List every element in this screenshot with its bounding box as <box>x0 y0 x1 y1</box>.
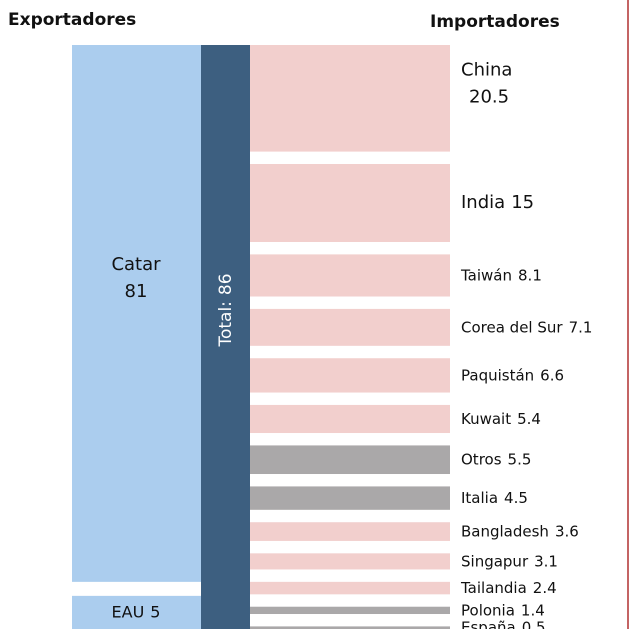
importer-value: 2.4 <box>533 579 557 597</box>
total-label-value: 86 <box>216 273 236 295</box>
importer-value: 7.1 <box>569 318 593 336</box>
importer-value: 3.6 <box>555 522 579 540</box>
importer-name: India <box>461 192 505 213</box>
importer-label: Singapur 3.1 <box>461 552 558 570</box>
exporter-value: 81 <box>125 281 148 302</box>
importer-label: Italia 4.5 <box>461 489 528 507</box>
importer-bar <box>250 553 450 570</box>
importer-name: Taiwán <box>460 266 512 284</box>
importer-name: Otros <box>461 450 502 468</box>
importer-name: España <box>461 618 516 629</box>
exporter-bar <box>72 595 201 629</box>
importer-name: Italia <box>461 489 498 507</box>
importer-name: Tailandia <box>460 579 527 597</box>
importer-value: 1.4 <box>521 601 545 619</box>
importer-value: 4.5 <box>504 489 528 507</box>
importer-bar <box>250 581 450 595</box>
exporter-label: Catar 81 <box>111 254 161 302</box>
importer-label: Corea del Sur 7.1 <box>461 318 592 336</box>
importer-bar <box>250 626 450 629</box>
importer-bar <box>250 522 450 541</box>
importer-name: China <box>461 59 512 80</box>
exporter-name: EAU <box>112 602 145 621</box>
importer-value: 5.4 <box>517 409 541 427</box>
importer-bar <box>250 486 450 510</box>
importer-bar <box>250 254 450 297</box>
importer-label: Tailandia 2.4 <box>460 579 557 597</box>
importer-value: 6.6 <box>540 366 564 384</box>
importer-bar <box>250 163 450 242</box>
importer-label: Kuwait 5.4 <box>461 409 541 427</box>
left-title: Exportadores <box>8 10 136 30</box>
importer-label: China 20.5 <box>461 59 512 107</box>
importer-value: 8.1 <box>518 266 542 284</box>
total-label-text: Total: <box>216 301 236 347</box>
importer-label: España 0.5 <box>461 618 546 629</box>
importer-name: Paquistán <box>461 366 534 384</box>
importer-name: Singapur <box>461 552 529 570</box>
importer-value: 5.5 <box>508 450 532 468</box>
total-bar <box>201 45 250 629</box>
importer-value: 3.1 <box>534 552 558 570</box>
importer-label: India 15 <box>461 192 534 213</box>
exporter-label: EAU 5 <box>112 602 161 621</box>
importer-value: 0.5 <box>522 618 546 629</box>
importer-value: 15 <box>511 192 534 213</box>
importer-label: Otros 5.5 <box>461 450 531 468</box>
right-title: Importadores <box>430 12 560 32</box>
importer-label: Bangladesh 3.6 <box>461 522 579 540</box>
importer-bar <box>250 606 450 615</box>
importer-bar <box>250 45 450 152</box>
importer-bar <box>250 308 450 346</box>
importer-name: Polonia <box>461 601 515 619</box>
exporter-bar <box>72 45 201 582</box>
importer-name: Kuwait <box>461 409 511 427</box>
total-label: Total: 86 <box>216 273 236 347</box>
importer-name: Bangladesh <box>461 522 549 540</box>
exporter-value: 5 <box>150 602 160 621</box>
importer-label: Polonia 1.4 <box>461 601 545 619</box>
importer-bar <box>250 445 450 475</box>
importer-label: Taiwán 8.1 <box>460 266 542 284</box>
importer-label: Paquistán 6.6 <box>461 366 564 384</box>
importer-bar <box>250 404 450 434</box>
exporter-name: Catar <box>111 254 161 275</box>
importer-value: 20.5 <box>469 86 509 107</box>
importer-name: Corea del Sur <box>461 318 563 336</box>
importer-bar <box>250 358 450 393</box>
